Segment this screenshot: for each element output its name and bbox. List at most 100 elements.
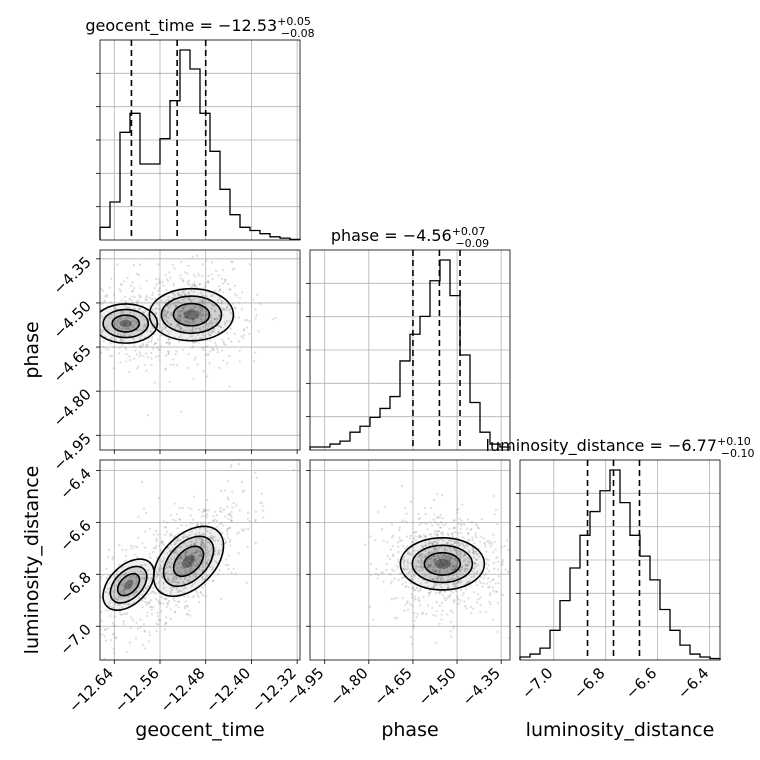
scatter-geocent_time-vs-phase-point-356 xyxy=(187,264,190,267)
scatter-phase-vs-luminosity_distance-point-593 xyxy=(485,558,489,561)
scatter-geocent_time-vs-luminosity_distance-point-387 xyxy=(158,570,161,573)
scatter-geocent_time-vs-phase-point-683 xyxy=(197,333,200,336)
scatter-geocent_time-vs-phase-point-153 xyxy=(119,283,123,286)
scatter-geocent_time-vs-luminosity_distance-point-398 xyxy=(199,560,202,563)
scatter-geocent_time-vs-phase-point-9 xyxy=(191,318,194,321)
scatter-geocent_time-vs-luminosity_distance-point-133 xyxy=(104,639,108,642)
scatter-geocent_time-vs-luminosity_distance-point-435 xyxy=(164,526,167,529)
scatter-geocent_time-vs-phase-point-502 xyxy=(127,316,130,319)
scatter-geocent_time-vs-luminosity_distance-point-429 xyxy=(196,522,199,525)
scatter-geocent_time-vs-phase-point-217 xyxy=(180,293,183,296)
scatter-phase-vs-luminosity_distance-point-549 xyxy=(429,533,433,536)
scatter-geocent_time-vs-phase-point-528 xyxy=(122,311,125,314)
scatter-phase-vs-luminosity_distance-point-573 xyxy=(421,566,424,569)
scatter-geocent_time-vs-phase-point-221 xyxy=(168,342,172,345)
scatter-geocent_time-vs-luminosity_distance-point-667 xyxy=(170,533,173,537)
scatter-geocent_time-vs-phase-point-140 xyxy=(155,312,158,315)
scatter-geocent_time-vs-luminosity_distance-point-486 xyxy=(187,506,190,510)
scatter-phase-vs-luminosity_distance-point-424 xyxy=(449,630,452,633)
scatter-geocent_time-vs-phase-point-203 xyxy=(191,327,194,330)
scatter-phase-vs-luminosity_distance-point-700 xyxy=(424,544,428,547)
scatter-phase-vs-luminosity_distance-point-74 xyxy=(476,570,479,573)
scatter-geocent_time-vs-phase-point-174 xyxy=(192,290,196,294)
scatter-geocent_time-vs-luminosity_distance-point-874 xyxy=(179,566,183,569)
scatter-geocent_time-vs-luminosity_distance-point-242 xyxy=(229,538,232,542)
scatter-geocent_time-vs-luminosity_distance-point-605 xyxy=(191,596,194,599)
scatter-phase-vs-luminosity_distance-point-473 xyxy=(492,551,495,554)
scatter-phase-vs-luminosity_distance-point-855 xyxy=(433,584,437,587)
scatter-geocent_time-vs-phase-point-781 xyxy=(125,322,128,325)
scatter-geocent_time-vs-luminosity_distance-point-367 xyxy=(175,603,178,606)
scatter-geocent_time-vs-luminosity_distance-point-366 xyxy=(188,562,191,565)
scatter-phase-vs-luminosity_distance-point-701 xyxy=(442,558,445,561)
scatter-phase-vs-luminosity_distance-point-328 xyxy=(435,541,438,545)
scatter-geocent_time-vs-luminosity_distance-point-42 xyxy=(126,595,130,598)
scatter-geocent_time-vs-luminosity_distance-point-319 xyxy=(183,578,187,581)
scatter-geocent_time-vs-phase-point-450 xyxy=(201,314,204,317)
scatter-phase-vs-luminosity_distance-point-840 xyxy=(488,570,491,573)
scatter-geocent_time-vs-luminosity_distance-point-703 xyxy=(143,630,146,633)
scatter-geocent_time-vs-phase-point-229 xyxy=(193,285,196,288)
scatter-geocent_time-vs-luminosity_distance-point-516 xyxy=(177,600,181,604)
scatter-geocent_time-vs-phase-point-430 xyxy=(210,322,214,325)
scatter-phase-vs-luminosity_distance-point-26 xyxy=(443,596,446,599)
scatter-phase-vs-luminosity_distance-point-577 xyxy=(446,532,449,535)
scatter-geocent_time-vs-phase-point-84 xyxy=(198,327,201,330)
scatter-geocent_time-vs-phase-point-617 xyxy=(257,330,260,333)
scatter-geocent_time-vs-phase-point-130 xyxy=(186,272,189,275)
scatter-geocent_time-vs-luminosity_distance-point-523 xyxy=(204,533,207,536)
scatter-geocent_time-vs-luminosity_distance-point-33 xyxy=(103,657,106,660)
scatter-phase-vs-luminosity_distance-point-463 xyxy=(469,605,472,609)
scatter-geocent_time-vs-phase-contour-0-1 xyxy=(160,295,223,335)
title-geocent_time: geocent_time = −12.53+0.05 −0.08 xyxy=(85,15,314,40)
scatter-geocent_time-vs-phase-point-172 xyxy=(226,319,229,322)
scatter-geocent_time-vs-phase-point-126 xyxy=(207,352,210,356)
scatter-phase-vs-luminosity_distance-point-827 xyxy=(415,616,418,619)
scatter-geocent_time-vs-phase-point-218 xyxy=(194,275,197,278)
scatter-geocent_time-vs-luminosity_distance-point-713 xyxy=(159,602,162,605)
scatter-geocent_time-vs-luminosity_distance-contour-0-2 xyxy=(172,545,205,578)
scatter-phase-vs-luminosity_distance-point-305 xyxy=(492,578,495,581)
scatter-geocent_time-vs-luminosity_distance-point-738 xyxy=(185,524,188,527)
scatter-phase-vs-luminosity_distance-point-270 xyxy=(466,563,469,567)
scatter-phase-vs-luminosity_distance-point-142 xyxy=(409,582,412,585)
scatter-geocent_time-vs-luminosity_distance-point-140 xyxy=(146,611,150,614)
scatter-phase-vs-luminosity_distance-point-367 xyxy=(464,564,467,567)
scatter-geocent_time-vs-luminosity_distance-point-831 xyxy=(172,597,175,600)
scatter-geocent_time-vs-phase-point-678 xyxy=(112,367,115,370)
scatter-geocent_time-vs-phase-point-304 xyxy=(86,409,88,411)
scatter-phase-vs-luminosity_distance-point-579 xyxy=(431,606,434,610)
scatter-geocent_time-vs-phase-point-776 xyxy=(176,364,179,367)
scatter-geocent_time-vs-luminosity_distance-point-744 xyxy=(178,589,181,592)
scatter-geocent_time-vs-luminosity_distance-point-638 xyxy=(148,600,151,604)
scatter-geocent_time-vs-luminosity_distance-point-275 xyxy=(245,581,248,584)
scatter-phase-vs-luminosity_distance-point-796 xyxy=(374,539,377,542)
scatter-geocent_time-vs-phase-point-407 xyxy=(86,324,88,326)
scatter-phase-vs-luminosity_distance-point-1 xyxy=(482,537,486,540)
scatter-geocent_time-vs-luminosity_distance-point-419 xyxy=(259,502,262,505)
scatter-phase-vs-luminosity_distance-point-95 xyxy=(451,565,455,568)
scatter-geocent_time-vs-luminosity_distance-point-722 xyxy=(178,518,182,521)
scatter-geocent_time-vs-luminosity_distance-point-519 xyxy=(177,606,180,609)
scatter-phase-vs-luminosity_distance-point-651 xyxy=(466,518,470,521)
scatter-geocent_time-vs-phase-point-192 xyxy=(191,345,194,348)
scatter-geocent_time-vs-phase-point-812 xyxy=(189,308,192,311)
scatter-phase-vs-luminosity_distance-point-210 xyxy=(472,549,475,553)
scatter-geocent_time-vs-luminosity_distance-point-375 xyxy=(185,555,188,558)
scatter-geocent_time-vs-luminosity_distance-point-663 xyxy=(227,513,230,516)
scatter-geocent_time-vs-phase-point-441 xyxy=(248,263,252,266)
scatter-phase-vs-luminosity_distance-point-527 xyxy=(402,567,405,570)
scatter-geocent_time-vs-luminosity_distance-point-440 xyxy=(185,536,189,539)
scatter-geocent_time-vs-luminosity_distance-point-504 xyxy=(101,573,104,576)
scatter-geocent_time-vs-phase-point-518 xyxy=(106,328,110,331)
scatter-phase-vs-luminosity_distance-point-396 xyxy=(433,520,437,524)
scatter-phase-vs-luminosity_distance-point-725 xyxy=(472,549,475,552)
scatter-geocent_time-vs-luminosity_distance-point-698 xyxy=(230,463,233,466)
scatter-geocent_time-vs-luminosity_distance-point-152 xyxy=(194,551,197,554)
scatter-geocent_time-vs-luminosity_distance-point-365 xyxy=(187,571,190,574)
scatter-geocent_time-vs-phase-point-895 xyxy=(210,273,213,276)
scatter-phase-vs-luminosity_distance-point-860 xyxy=(433,532,436,536)
scatter-geocent_time-vs-phase-point-342 xyxy=(151,294,154,297)
scatter-geocent_time-vs-luminosity_distance-point-750 xyxy=(180,556,183,559)
scatter-geocent_time-vs-phase-point-318 xyxy=(172,292,175,296)
